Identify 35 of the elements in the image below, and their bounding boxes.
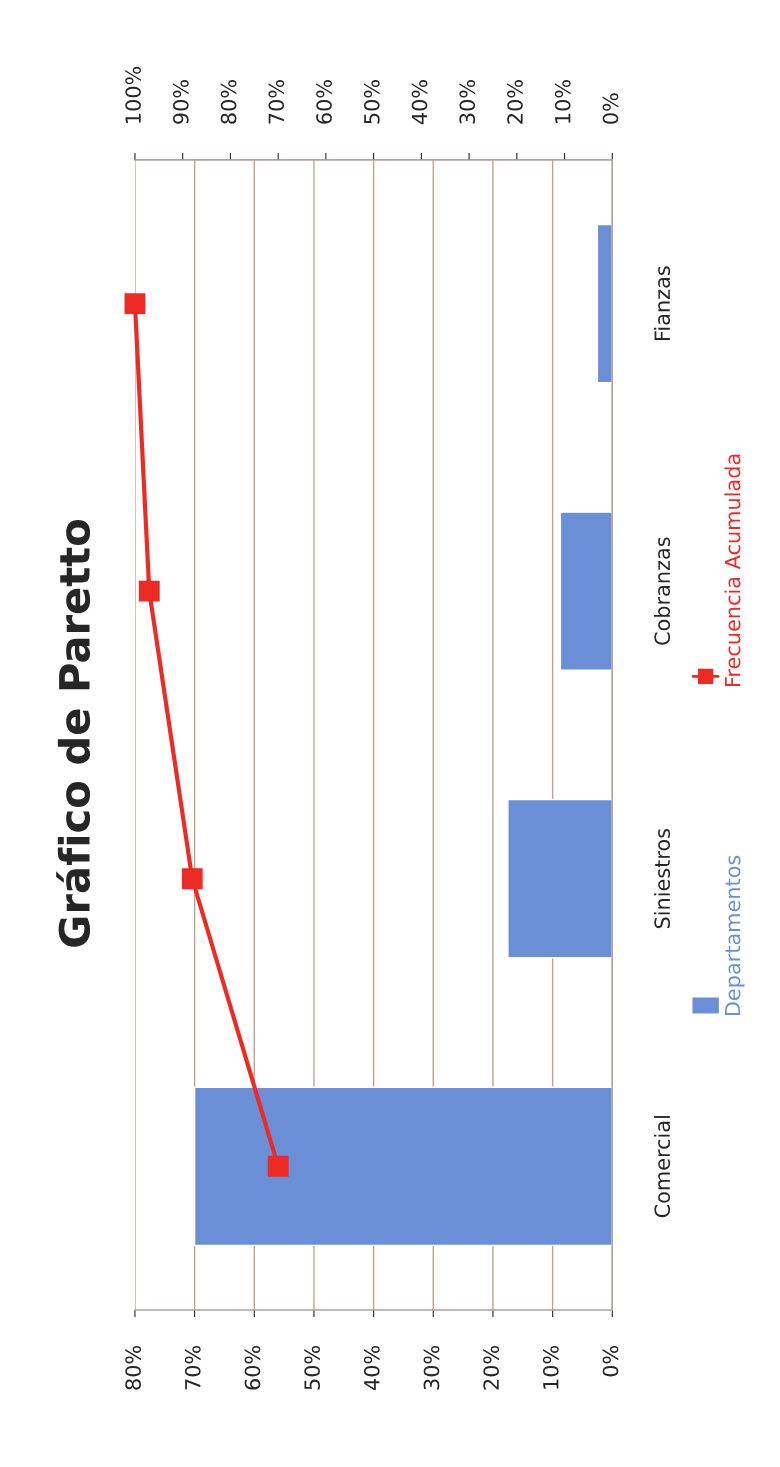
bar xyxy=(507,798,613,959)
x2-tick-label: 100% xyxy=(125,66,141,123)
x2-tick-label: 0% xyxy=(602,93,619,124)
x2-tick-label: 30% xyxy=(459,80,476,124)
x2-tick-label: 60% xyxy=(316,80,332,124)
x2-tick-label: 10% xyxy=(554,80,571,123)
x2-tick-label: 50% xyxy=(363,80,380,124)
x-tick-label: 0% xyxy=(602,1345,619,1377)
x-tick-label: 60% xyxy=(244,1345,261,1390)
x-tick-label: 50% xyxy=(304,1345,320,1390)
point xyxy=(138,580,160,602)
x2-tick-label: 80% xyxy=(220,80,237,124)
x-tick-label: 10% xyxy=(542,1345,559,1389)
x2-tick-label: 20% xyxy=(507,80,523,124)
bar xyxy=(596,223,613,384)
x-tick-label: 40% xyxy=(363,1345,380,1391)
point xyxy=(124,293,146,315)
x2-tick-label: 40% xyxy=(411,80,428,125)
bar xyxy=(559,511,613,671)
y-tick-label: Fianzas xyxy=(653,266,671,341)
x-tick-label: 70% xyxy=(184,1345,201,1390)
bar xyxy=(193,1086,613,1247)
text: Frecuencia Acumulada xyxy=(724,454,741,687)
y-tick-label: Comercial xyxy=(653,1116,671,1218)
x2-tick-label: 90% xyxy=(172,80,189,124)
text: Departamentos xyxy=(725,855,745,1016)
point xyxy=(267,1155,289,1177)
x-tick-label: 80% xyxy=(125,1345,141,1390)
point xyxy=(181,868,203,890)
text: Gráfico de Paretto xyxy=(56,520,91,947)
y-tick-label: Cobranzas xyxy=(653,537,671,645)
x2-tick-label: 70% xyxy=(268,80,285,124)
x-tick-label: 30% xyxy=(423,1345,440,1390)
y-tick-label: Siniestros xyxy=(653,828,671,929)
x-tick-label: 20% xyxy=(483,1345,499,1390)
